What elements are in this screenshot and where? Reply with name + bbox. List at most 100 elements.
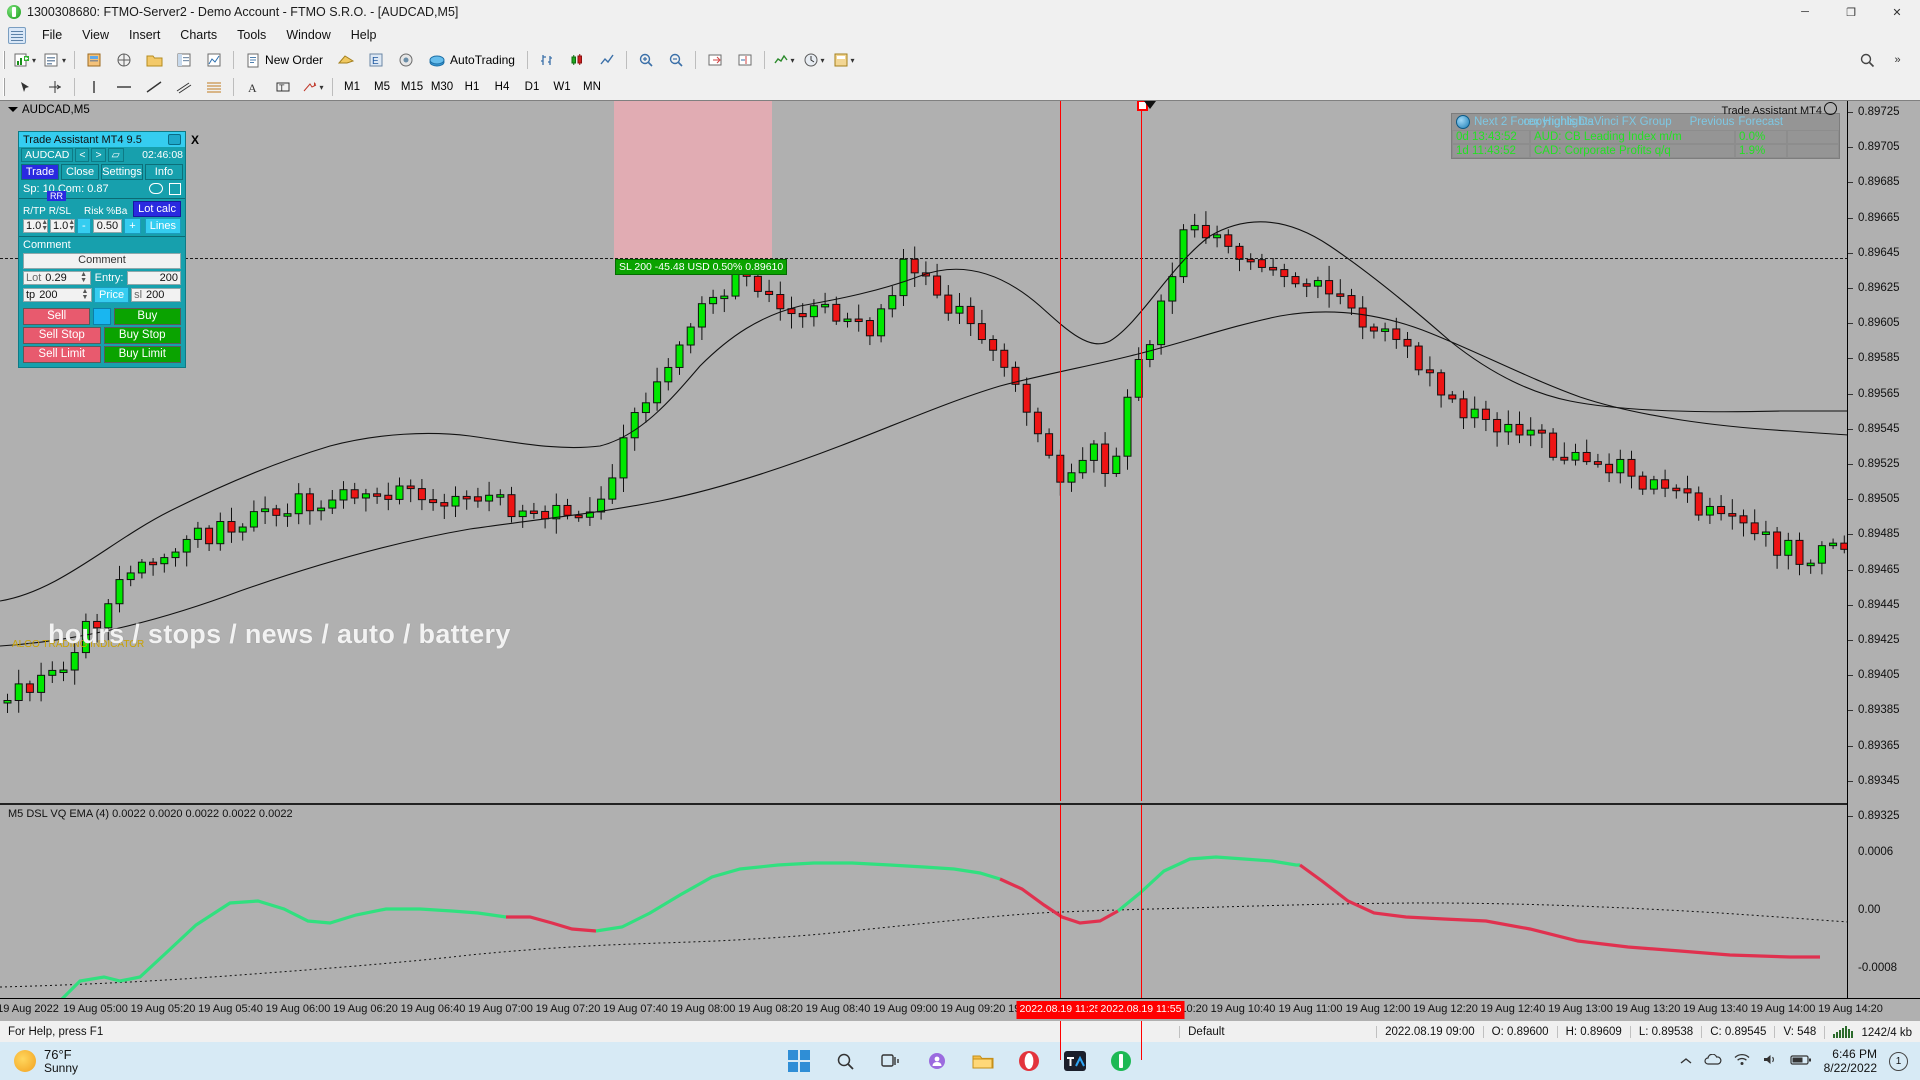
- sell-stop-button[interactable]: Sell Stop: [23, 327, 101, 344]
- panel-title-bar[interactable]: Trade Assistant MT4 9.5 X: [19, 132, 199, 147]
- autotrading-button[interactable]: AutoTrading: [422, 48, 522, 72]
- tp-spinner[interactable]: ▲ ▼: [81, 288, 89, 301]
- buy-stop-button[interactable]: Buy Stop: [103, 327, 181, 344]
- trendline-icon[interactable]: [140, 75, 168, 99]
- onedrive-icon[interactable]: [1704, 1053, 1722, 1069]
- time-marker-label[interactable]: 2022.08.19 11:55: [1097, 1001, 1185, 1019]
- stop-loss-label[interactable]: SL 200 -45.48 USD 0.50% 0.89610: [615, 259, 788, 275]
- menu-charts[interactable]: Charts: [180, 28, 218, 42]
- bar-chart-icon[interactable]: [533, 48, 561, 72]
- chevron-down-icon[interactable]: ▾: [62, 55, 67, 65]
- rtp-spinner[interactable]: ▲ ▼: [41, 219, 49, 232]
- record-icon[interactable]: [392, 48, 420, 72]
- panel-close-button[interactable]: X: [190, 133, 199, 147]
- menu-window[interactable]: Window: [286, 28, 331, 42]
- smiley-icon[interactable]: [1824, 102, 1837, 115]
- rsl-input[interactable]: 1.0 ▲ ▼: [50, 219, 75, 233]
- prev-symbol-button[interactable]: <: [75, 148, 90, 162]
- expert-advisors-icon[interactable]: [332, 48, 360, 72]
- close-button[interactable]: ✕: [1892, 6, 1902, 19]
- maximize-button[interactable]: ❐: [1846, 6, 1856, 19]
- minimize-button[interactable]: ─: [1801, 6, 1809, 18]
- profiles-icon[interactable]: ▾: [41, 48, 69, 72]
- tray-expand-icon[interactable]: [1680, 1054, 1692, 1068]
- screenshot-icon[interactable]: [168, 134, 181, 145]
- chevron-down-icon[interactable]: ▾: [32, 55, 37, 65]
- toolbar-overflow-icon[interactable]: »: [1894, 54, 1901, 66]
- toolbar-grip[interactable]: [3, 51, 7, 69]
- risk-percent-input[interactable]: 0.50: [92, 219, 123, 233]
- text-label-icon[interactable]: T: [269, 75, 297, 99]
- time-axis[interactable]: 19 Aug 2022 19 Aug 05:00 19 Aug 05:20 19 Au…: [0, 998, 1920, 1021]
- timeframe-m15[interactable]: M15: [400, 81, 424, 93]
- tradingview-icon[interactable]: [1062, 1048, 1088, 1074]
- tab-info[interactable]: Info: [144, 164, 183, 180]
- chart-shift-icon[interactable]: [731, 48, 759, 72]
- task-view-icon[interactable]: [878, 1048, 904, 1074]
- sell-arrow-icon[interactable]: [1144, 101, 1156, 109]
- sell-button[interactable]: Sell: [23, 308, 91, 325]
- start-button[interactable]: [786, 1048, 812, 1074]
- lot-input[interactable]: Lot 0.29 ▲ ▼: [23, 271, 91, 285]
- trade-assistant-panel[interactable]: Trade Assistant MT4 9.5 X AUDCAD < > ▱ 0…: [18, 131, 199, 368]
- timeframe-h1[interactable]: H1: [464, 81, 480, 93]
- templates-icon[interactable]: ▾: [830, 48, 858, 72]
- metaeditor-icon[interactable]: E: [362, 48, 390, 72]
- weather-widget[interactable]: 76°F Sunny: [0, 1048, 78, 1075]
- menu-view[interactable]: View: [82, 28, 110, 42]
- price-toggle-button[interactable]: Price: [94, 287, 130, 303]
- search-icon[interactable]: [1853, 48, 1881, 72]
- period-icon[interactable]: ▾: [800, 48, 828, 72]
- timeframe-m5[interactable]: M5: [374, 81, 390, 93]
- menu-file[interactable]: File: [42, 28, 63, 42]
- news-panel[interactable]: Trade Assistant MT4 Next 2 Forex Highlig…: [1451, 102, 1840, 159]
- chevron-down-icon[interactable]: ▾: [319, 82, 324, 92]
- buy-limit-button[interactable]: Buy Limit: [103, 346, 181, 363]
- risk-decrement-button[interactable]: -: [77, 218, 91, 234]
- chevron-down-icon[interactable]: [8, 107, 18, 112]
- lot-calc-button[interactable]: Lot calc: [133, 201, 181, 217]
- risk-increment-button[interactable]: +: [124, 218, 141, 234]
- menu-help[interactable]: Help: [350, 28, 377, 42]
- buy-button[interactable]: Buy: [113, 308, 181, 325]
- tab-settings[interactable]: Settings: [101, 164, 143, 180]
- cursor-icon[interactable]: [11, 75, 39, 99]
- auto-scroll-icon[interactable]: [701, 48, 729, 72]
- zoom-out-icon[interactable]: [662, 48, 690, 72]
- taskbar-clock[interactable]: 6:46 PM 8/22/2022: [1824, 1047, 1877, 1075]
- zoom-in-icon[interactable]: [632, 48, 660, 72]
- menu-insert[interactable]: Insert: [129, 28, 161, 42]
- vertical-marker-line-2[interactable]: [1141, 101, 1142, 801]
- timeframe-m1[interactable]: M1: [344, 81, 360, 93]
- rtp-input[interactable]: 1.0 ▲ ▼: [23, 219, 48, 233]
- fibonacci-icon[interactable]: [200, 75, 228, 99]
- order-mode-toggle[interactable]: [93, 308, 111, 325]
- timeframe-m30[interactable]: M30: [430, 81, 454, 93]
- menu-tools[interactable]: Tools: [237, 28, 267, 42]
- timeframe-d1[interactable]: D1: [524, 81, 540, 93]
- search-taskbar-icon[interactable]: [832, 1048, 858, 1074]
- text-icon[interactable]: A: [239, 75, 267, 99]
- stop-loss-input[interactable]: sl 200: [131, 288, 181, 302]
- entry-input[interactable]: 200: [127, 271, 181, 285]
- file-explorer-icon[interactable]: [970, 1048, 996, 1074]
- open-folder-icon[interactable]: [140, 48, 168, 72]
- calendar-icon[interactable]: [169, 183, 181, 195]
- timeframe-w1[interactable]: W1: [553, 81, 571, 93]
- sell-limit-button[interactable]: Sell Limit: [23, 346, 101, 363]
- crosshair-icon[interactable]: [41, 75, 69, 99]
- navigator-icon[interactable]: [110, 48, 138, 72]
- chevron-down-icon[interactable]: ▾: [790, 55, 795, 65]
- rsl-spinner[interactable]: ▲ ▼: [68, 219, 76, 232]
- chart-area[interactable]: AUDCAD,M5 SL 200 -45.48 USD 0.50% 0.8961…: [0, 100, 1920, 1060]
- timeframe-h4[interactable]: H4: [494, 81, 510, 93]
- time-marker-label[interactable]: 2022.08.19 11:25: [1016, 1001, 1104, 1019]
- market-watch-icon[interactable]: [80, 48, 108, 72]
- tab-close[interactable]: Close: [61, 164, 100, 180]
- lot-spinner[interactable]: ▲ ▼: [80, 271, 88, 284]
- price-axis[interactable]: 0.89725 0.89705 0.89685 0.89665 0.89645 0.896…: [1847, 101, 1920, 1021]
- notification-badge[interactable]: 1: [1889, 1051, 1908, 1071]
- vertical-marker-line-1[interactable]: [1060, 101, 1061, 801]
- battery-icon[interactable]: [1790, 1054, 1812, 1069]
- chevron-down-icon[interactable]: ▾: [820, 55, 825, 65]
